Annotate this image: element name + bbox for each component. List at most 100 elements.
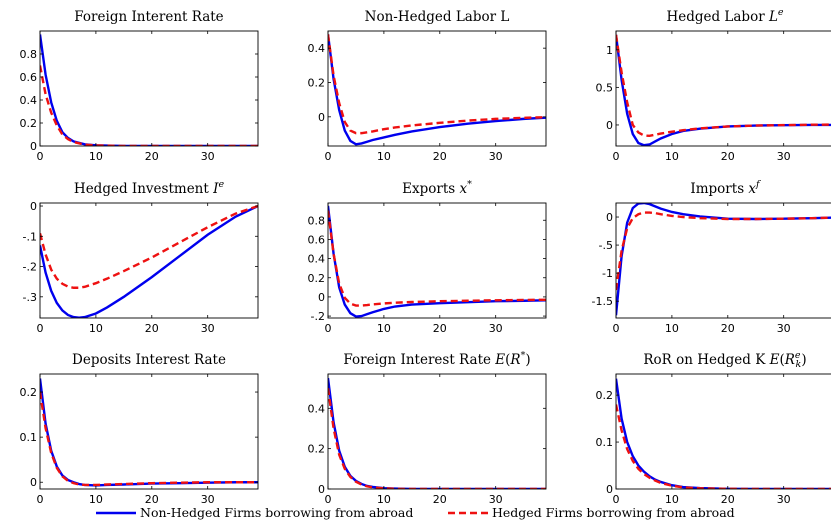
panel-9: RoR on Hedged K E(Re k) 0 10 20 30 0 0.1 0.2 (596, 350, 831, 506)
x-tick-label: 0 (37, 150, 44, 163)
axes-box (615, 30, 831, 147)
y-tick-label: 0.2 (308, 443, 326, 456)
x-tick-label: 30 (489, 322, 503, 335)
y-tick-label: 0.4 (308, 253, 326, 266)
x-tick-label: 10 (665, 150, 679, 163)
y-tick-label: -.2 (23, 261, 37, 274)
series-line-non-hedged (40, 34, 258, 146)
y-tick-label: 0.8 (20, 48, 38, 61)
x-tick-label: 20 (145, 150, 159, 163)
x-tick-label: 30 (201, 493, 215, 506)
x-tick-label: 0 (613, 322, 620, 335)
y-tick-label: 0.4 (308, 42, 326, 55)
y-tick-label: 1 (606, 44, 613, 57)
axes-box (327, 202, 547, 319)
panel-7: Deposits Interest Rate 0 10 20 30 0 0.1 0.2 (20, 352, 259, 506)
x-tick-label: 0 (325, 493, 332, 506)
x-tick-label: 0 (325, 322, 332, 335)
y-tick-label: -.3 (23, 291, 37, 304)
axes-box (39, 373, 259, 490)
x-tick-label: 20 (145, 322, 159, 335)
x-tick-label: 20 (721, 322, 735, 335)
series-line-hedged (328, 34, 546, 135)
panel-2: Non-Hedged Labor L 0 10 20 30 0 0.2 0.4 (308, 9, 547, 163)
y-tick-label: 0.2 (20, 117, 38, 130)
axes-box (39, 30, 259, 147)
legend-label-hedged: Hedged Firms borrowing from abroad (492, 505, 735, 520)
x-tick-label: 30 (489, 493, 503, 506)
y-tick-label: 0 (318, 291, 325, 304)
series-line-hedged (328, 210, 546, 307)
x-tick-label: 0 (613, 493, 620, 506)
x-tick-label: 30 (201, 150, 215, 163)
series-line-non-hedged (328, 377, 546, 489)
y-tick-label: 0.2 (596, 389, 614, 402)
y-tick-label: 0.6 (20, 71, 38, 84)
x-tick-label: 30 (777, 150, 791, 163)
panel-title: Imports xf​ (690, 179, 761, 197)
panel-8: Foreign Interest Rate E(R*) 0 10 20 30 0 0.2 0.… (308, 350, 547, 506)
y-tick-label: 0 (30, 476, 37, 489)
y-tick-label: 0.2 (308, 272, 326, 285)
x-tick-label: 30 (201, 322, 215, 335)
y-tick-label: 0.6 (308, 233, 326, 246)
series-line-non-hedged (616, 203, 831, 316)
axes-box (39, 202, 259, 319)
panel-title: Foreign Interest Rate E(R*) (343, 350, 530, 368)
y-tick-label: 0 (606, 211, 613, 224)
series-line-non-hedged (616, 34, 831, 146)
y-tick-label: 0 (606, 483, 613, 496)
x-tick-label: 10 (377, 150, 391, 163)
y-tick-label: -.5 (599, 239, 613, 252)
y-tick-label: 0.8 (308, 214, 326, 227)
x-tick-label: 10 (665, 493, 679, 506)
y-tick-label: 0.4 (308, 402, 326, 415)
panel-4: Hedged Investment Ie​ 0 10 20 30 0 -.1 -.2 -.3 (23, 179, 259, 335)
panel-title: Foreign Interent Rate (74, 9, 223, 25)
x-tick-label: 30 (489, 150, 503, 163)
y-tick-label: -1 (602, 267, 613, 280)
y-tick-label: 0 (606, 119, 613, 132)
legend: Non-Hedged Firms borrowing from abroad He… (96, 505, 735, 520)
panel-title: Deposits Interest Rate (72, 352, 226, 368)
series-line-hedged (40, 391, 258, 487)
series-line-hedged (40, 204, 258, 289)
series-line-hedged (616, 34, 831, 138)
x-tick-label: 10 (665, 322, 679, 335)
series-line-hedged (328, 387, 546, 489)
x-tick-label: 30 (777, 493, 791, 506)
x-tick-label: 20 (721, 150, 735, 163)
y-tick-label: -1.5 (592, 295, 613, 308)
y-tick-label: 0.1 (20, 431, 38, 444)
x-tick-label: 10 (89, 322, 103, 335)
series-line-non-hedged (616, 378, 831, 489)
series-line-hedged (40, 65, 258, 146)
x-tick-label: 20 (433, 150, 447, 163)
axes-box (327, 30, 547, 147)
x-tick-label: 0 (613, 150, 620, 163)
panel-title: Hedged Labor Le​ (666, 7, 783, 25)
series-line-non-hedged (328, 34, 546, 146)
x-tick-label: 0 (325, 150, 332, 163)
y-tick-label: 0.2 (20, 386, 38, 399)
x-tick-label: 10 (377, 493, 391, 506)
x-tick-label: 30 (777, 322, 791, 335)
y-tick-label: -.2 (311, 310, 325, 323)
panel-title: Exports x*​ (402, 179, 472, 197)
panel-6: Imports xf​ 0 10 20 30 0 -.5 -1 -1.5 (592, 179, 831, 335)
x-tick-label: 0 (37, 322, 44, 335)
y-tick-label: 0.5 (596, 81, 614, 94)
panel-1: Foreign Interent Rate 0 10 20 30 0 0.2 0.4 0.6 0.… (20, 9, 259, 163)
series-line-hedged (616, 404, 831, 489)
x-tick-label: 20 (145, 493, 159, 506)
series-line-hedged (616, 211, 831, 291)
axes-box (615, 202, 831, 319)
legend-label-non-hedged: Non-Hedged Firms borrowing from abroad (140, 505, 413, 520)
x-tick-label: 10 (377, 322, 391, 335)
y-tick-label: 0 (30, 140, 37, 153)
series-line-non-hedged (328, 205, 546, 318)
x-tick-label: 0 (37, 493, 44, 506)
x-tick-label: 20 (721, 493, 735, 506)
